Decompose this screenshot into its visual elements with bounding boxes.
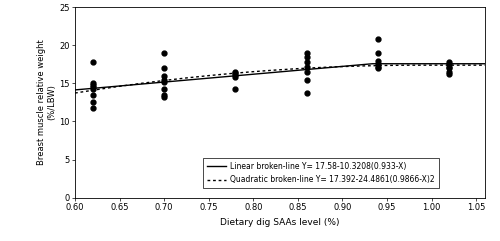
Point [374,59,382,62]
Y-axis label: Breast muscle relative weight
(%/LBW): Breast muscle relative weight (%/LBW) [37,40,56,165]
Point [89,106,97,110]
Point [232,73,239,77]
Point [160,66,168,70]
Linear broken-line Y= 17.58-10.3208(0.933-X) [473,62,479,65]
Point [160,87,168,91]
Point [160,80,168,84]
Point [302,91,310,94]
Linear broken-line Y= 17.58-10.3208(0.933-X) [266,71,272,74]
Point [232,70,239,74]
Point [232,72,239,75]
Point [89,87,97,91]
Point [446,70,454,74]
Point [232,87,239,91]
Quadratic broken-line Y= 17.392-24.4861(0.9866-X)2 [72,92,78,94]
Point [89,60,97,64]
Line: Linear broken-line Y= 17.58-10.3208(0.933-X): Linear broken-line Y= 17.58-10.3208(0.93… [75,64,485,90]
Point [160,51,168,55]
Point [446,62,454,66]
Quadratic broken-line Y= 17.392-24.4861(0.9866-X)2 [408,64,414,67]
Point [374,37,382,41]
Linear broken-line Y= 17.58-10.3208(0.933-X) [409,62,415,65]
Quadratic broken-line Y= 17.392-24.4861(0.9866-X)2 [269,69,275,72]
Point [302,55,310,59]
Linear broken-line Y= 17.58-10.3208(0.933-X) [294,69,300,72]
Point [160,93,168,97]
Point [374,65,382,68]
X-axis label: Dietary dig SAAs level (%): Dietary dig SAAs level (%) [220,218,340,227]
Linear broken-line Y= 17.58-10.3208(0.933-X) [316,67,322,70]
Point [89,81,97,85]
Quadratic broken-line Y= 17.392-24.4861(0.9866-X)2 [316,66,322,69]
Quadratic broken-line Y= 17.392-24.4861(0.9866-X)2 [473,64,479,67]
Point [374,51,382,55]
Quadratic broken-line Y= 17.392-24.4861(0.9866-X)2 [294,67,300,70]
Point [302,51,310,55]
Point [446,65,454,68]
Point [302,70,310,74]
Point [302,60,310,64]
Point [160,74,168,78]
Point [89,100,97,104]
Point [302,78,310,81]
Point [374,66,382,70]
Point [89,85,97,89]
Linear broken-line Y= 17.58-10.3208(0.933-X) [72,88,78,91]
Point [446,72,454,76]
Linear broken-line Y= 17.58-10.3208(0.933-X) [482,62,488,65]
Point [89,83,97,87]
Quadratic broken-line Y= 17.392-24.4861(0.9866-X)2 [482,64,488,67]
Point [446,60,454,64]
Point [302,65,310,68]
Point [160,95,168,99]
Linear broken-line Y= 17.58-10.3208(0.933-X) [370,62,376,65]
Point [446,66,454,70]
Point [232,75,239,79]
Quadratic broken-line Y= 17.392-24.4861(0.9866-X)2 [266,69,272,72]
Point [374,62,382,66]
Point [89,93,97,97]
Line: Quadratic broken-line Y= 17.392-24.4861(0.9866-X)2: Quadratic broken-line Y= 17.392-24.4861(… [75,65,485,93]
Point [160,78,168,81]
Linear broken-line Y= 17.58-10.3208(0.933-X) [269,71,275,74]
Quadratic broken-line Y= 17.392-24.4861(0.9866-X)2 [417,64,423,67]
Legend: Linear broken-line Y= 17.58-10.3208(0.933-X), Quadratic broken-line Y= 17.392-24: Linear broken-line Y= 17.58-10.3208(0.93… [204,158,438,188]
